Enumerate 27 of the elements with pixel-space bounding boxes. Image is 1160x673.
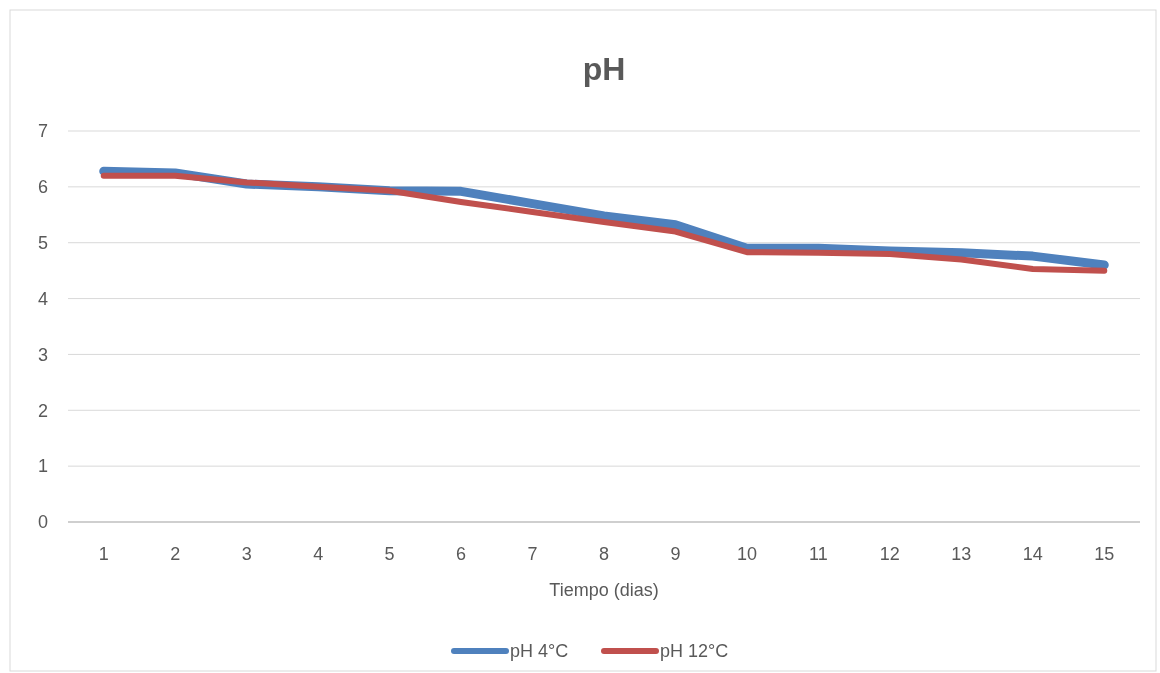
x-tick-label: 3	[241, 544, 252, 564]
x-tick-label: 1	[98, 544, 109, 564]
legend-label: pH 12°C	[660, 641, 729, 662]
x-tick-label: 15	[1094, 544, 1115, 564]
x-tick-label: 6	[456, 544, 467, 564]
x-tick-label: 2	[170, 544, 181, 564]
x-tick-label: 13	[951, 544, 972, 564]
x-tick-label: 8	[598, 544, 610, 564]
y-tick-label: 0	[37, 512, 48, 533]
y-tick-label: 2	[37, 400, 48, 421]
chart-title: pH	[582, 51, 626, 87]
x-tick-label: 4	[313, 544, 324, 564]
y-tick-label: 1	[37, 456, 48, 477]
y-tick-label: 7	[37, 121, 48, 142]
x-axis-title: Tiempo (dias)	[549, 580, 659, 600]
x-tick-label: 10	[736, 544, 757, 564]
legend-label: pH 4°C	[510, 641, 569, 662]
x-tick-label: 9	[670, 544, 681, 564]
y-tick-label: 5	[37, 233, 48, 254]
y-tick-label: 6	[37, 177, 48, 198]
x-tick-label: 5	[384, 544, 395, 564]
y-tick-label: 3	[37, 344, 48, 365]
x-tick-label: 7	[527, 544, 538, 564]
x-tick-label: 14	[1022, 544, 1043, 564]
y-tick-label: 4	[37, 288, 48, 309]
x-tick-label: 12	[879, 544, 900, 564]
x-tick-label: 11	[809, 544, 828, 564]
